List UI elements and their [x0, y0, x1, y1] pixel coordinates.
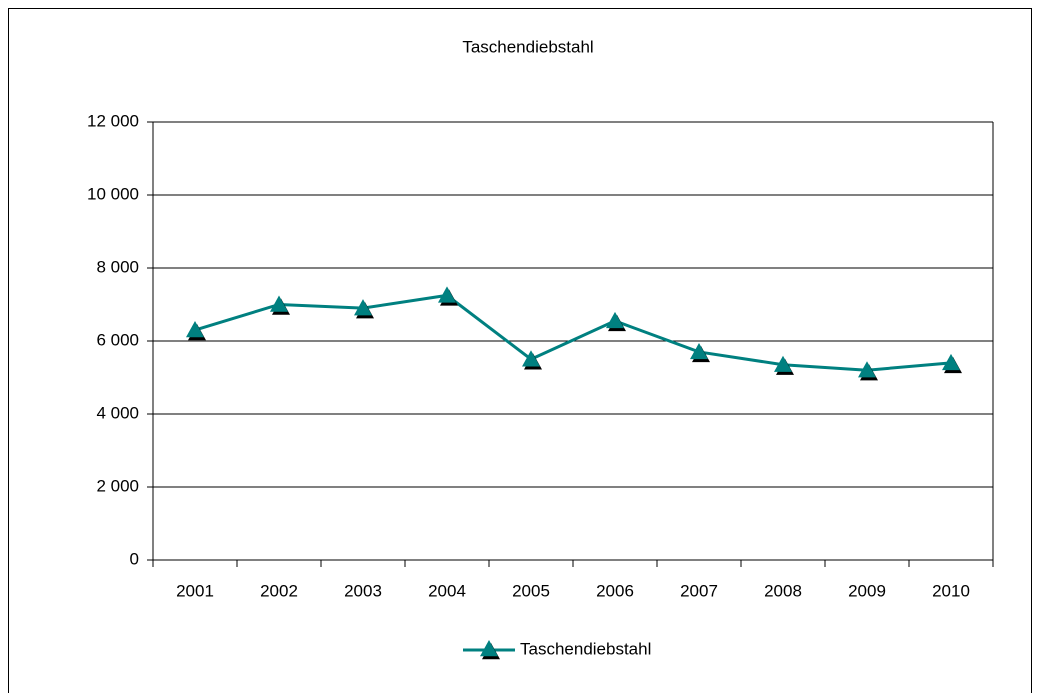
legend-marker: [480, 640, 498, 657]
x-tick-label: 2006: [596, 581, 634, 600]
x-tick-label: 2009: [848, 581, 886, 600]
marker: [774, 355, 792, 372]
marker: [606, 311, 624, 329]
y-tick-label: 8 000: [96, 257, 139, 276]
y-tick-label: 6 000: [96, 330, 139, 349]
marker: [354, 299, 372, 316]
x-tick-label: 2008: [764, 581, 802, 600]
y-tick-label: 10 000: [87, 184, 139, 203]
x-tick-label: 2001: [176, 581, 214, 600]
marker: [270, 295, 288, 312]
x-tick-label: 2010: [932, 581, 970, 600]
x-tick-label: 2005: [512, 581, 550, 600]
y-tick-label: 2 000: [96, 476, 139, 495]
y-tick-label: 12 000: [87, 111, 139, 130]
marker: [186, 321, 204, 338]
chart-title: Taschendiebstahl: [462, 37, 593, 56]
y-tick-label: 4 000: [96, 403, 139, 422]
x-tick-label: 2002: [260, 581, 298, 600]
marker: [942, 353, 960, 371]
x-tick-label: 2007: [680, 581, 718, 600]
x-tick-label: 2004: [428, 581, 466, 600]
legend-label: Taschendiebstahl: [520, 639, 651, 658]
series-line: [194, 293, 952, 372]
y-tick-label: 0: [130, 549, 139, 568]
marker: [522, 350, 540, 367]
chart-border: [8, 8, 1032, 693]
marker: [690, 342, 708, 360]
x-tick-label: 2003: [344, 581, 382, 600]
marker: [438, 286, 456, 303]
marker: [858, 361, 876, 378]
